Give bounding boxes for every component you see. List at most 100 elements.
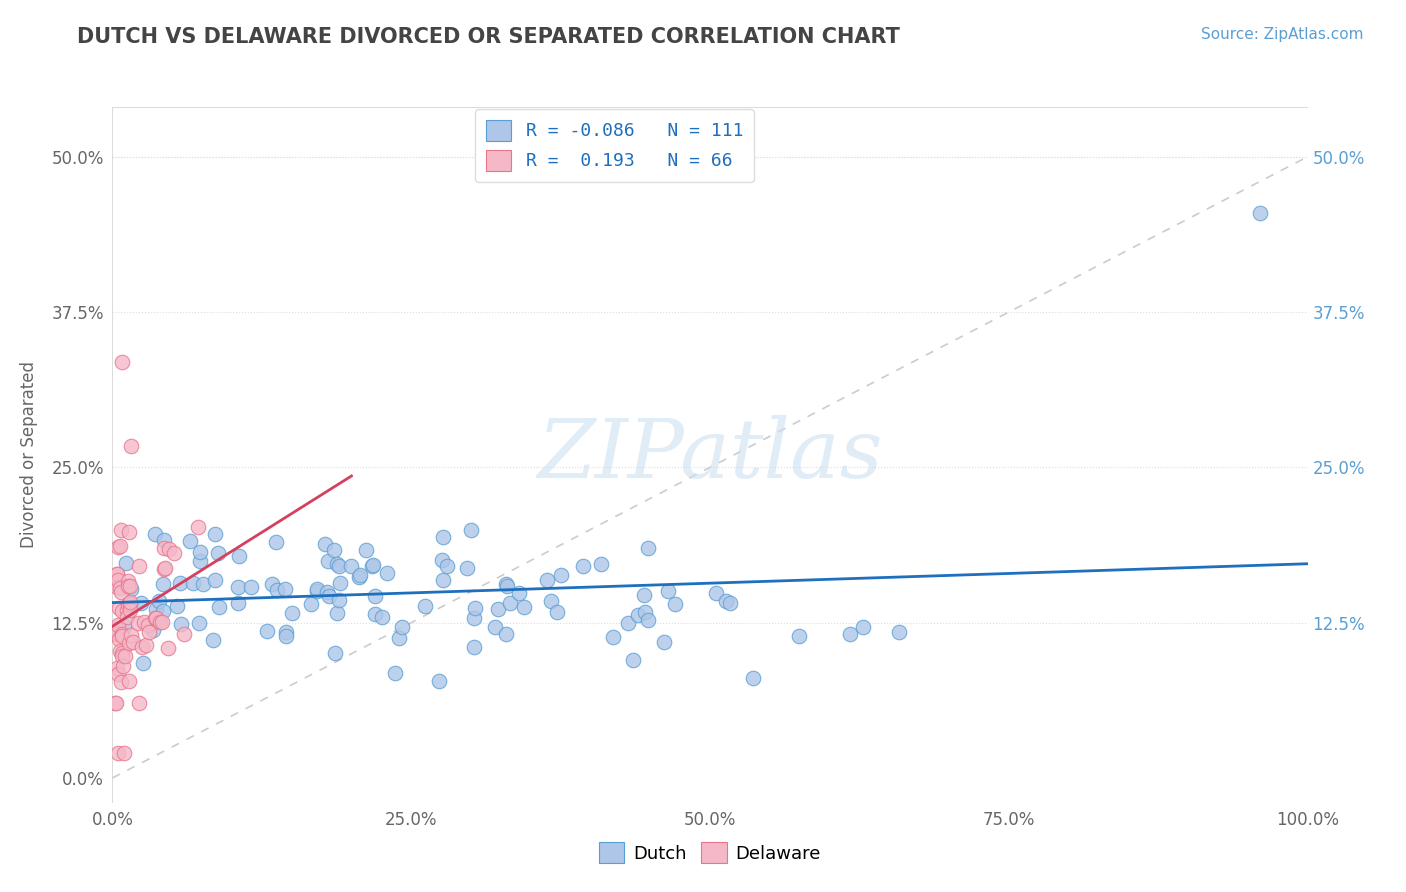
Point bbox=[204, 573, 226, 587]
Point bbox=[627, 607, 650, 622]
Point bbox=[148, 594, 170, 608]
Point bbox=[187, 519, 209, 533]
Point bbox=[104, 627, 127, 641]
Point bbox=[226, 596, 249, 610]
Point bbox=[166, 599, 188, 614]
Point bbox=[326, 607, 349, 621]
Point bbox=[657, 583, 679, 598]
Point bbox=[108, 539, 131, 553]
Point bbox=[495, 577, 517, 591]
Point bbox=[274, 582, 297, 596]
Text: DUTCH VS DELAWARE DIVORCED OR SEPARATED CORRELATION CHART: DUTCH VS DELAWARE DIVORCED OR SEPARATED … bbox=[77, 27, 900, 46]
Point bbox=[484, 620, 506, 634]
Point bbox=[322, 542, 344, 557]
Point bbox=[156, 641, 179, 656]
Point bbox=[208, 599, 231, 614]
Point bbox=[384, 665, 406, 680]
Point bbox=[163, 546, 186, 560]
Point bbox=[633, 588, 655, 602]
Point bbox=[120, 627, 142, 641]
Point bbox=[316, 554, 339, 568]
Point bbox=[621, 653, 644, 667]
Point bbox=[207, 546, 229, 560]
Point bbox=[281, 606, 304, 620]
Point bbox=[111, 629, 134, 643]
Point bbox=[104, 697, 127, 711]
Text: Source: ZipAtlas.com: Source: ZipAtlas.com bbox=[1201, 27, 1364, 42]
Point bbox=[110, 585, 132, 599]
Point bbox=[546, 605, 568, 619]
Point bbox=[143, 611, 166, 625]
Point bbox=[142, 623, 165, 637]
Point bbox=[128, 558, 150, 573]
Point bbox=[107, 632, 129, 647]
Point bbox=[495, 627, 517, 641]
Point bbox=[111, 646, 134, 660]
Text: ZIPatlas: ZIPatlas bbox=[537, 415, 883, 495]
Point bbox=[120, 603, 142, 617]
Point bbox=[508, 585, 530, 599]
Point bbox=[135, 638, 157, 652]
Point bbox=[118, 597, 141, 611]
Point bbox=[105, 625, 128, 640]
Point bbox=[364, 607, 387, 622]
Point bbox=[617, 616, 640, 631]
Point bbox=[463, 640, 485, 654]
Point bbox=[360, 558, 382, 573]
Point bbox=[718, 597, 741, 611]
Point bbox=[305, 583, 328, 598]
Point bbox=[108, 581, 131, 595]
Point bbox=[117, 578, 139, 592]
Point bbox=[787, 630, 810, 644]
Point bbox=[143, 527, 166, 541]
Point bbox=[153, 562, 176, 576]
Point bbox=[488, 602, 510, 616]
Point bbox=[188, 615, 211, 630]
Point bbox=[118, 524, 141, 539]
Point bbox=[704, 586, 727, 600]
Point bbox=[228, 549, 250, 563]
Point bbox=[105, 661, 128, 675]
Point bbox=[107, 618, 129, 632]
Point bbox=[652, 635, 675, 649]
Point bbox=[114, 648, 136, 663]
Point bbox=[299, 597, 322, 611]
Point bbox=[637, 541, 659, 555]
Point bbox=[318, 589, 340, 603]
Point bbox=[120, 595, 142, 609]
Point bbox=[169, 576, 191, 591]
Point bbox=[204, 527, 226, 541]
Point bbox=[146, 614, 169, 628]
Point bbox=[111, 355, 134, 369]
Point bbox=[496, 579, 519, 593]
Point bbox=[634, 605, 657, 619]
Point bbox=[572, 558, 595, 573]
Point bbox=[256, 624, 278, 638]
Point bbox=[328, 593, 350, 607]
Point bbox=[105, 567, 128, 582]
Point bbox=[191, 577, 214, 591]
Point bbox=[329, 575, 352, 590]
Point bbox=[349, 567, 371, 582]
Point bbox=[260, 577, 283, 591]
Point bbox=[201, 633, 224, 648]
Point bbox=[114, 556, 136, 570]
Point bbox=[430, 553, 453, 567]
Point bbox=[138, 624, 160, 639]
Point bbox=[110, 523, 132, 537]
Point bbox=[323, 646, 346, 660]
Point bbox=[536, 573, 558, 587]
Point bbox=[347, 569, 370, 583]
Point bbox=[152, 604, 174, 618]
Point bbox=[173, 627, 195, 641]
Point bbox=[111, 627, 134, 641]
Point bbox=[105, 697, 128, 711]
Point bbox=[131, 640, 153, 655]
Point bbox=[107, 540, 129, 554]
Point bbox=[112, 659, 135, 673]
Point bbox=[179, 534, 201, 549]
Point bbox=[305, 582, 328, 596]
Point bbox=[239, 580, 262, 594]
Point bbox=[371, 610, 394, 624]
Point bbox=[714, 594, 737, 608]
